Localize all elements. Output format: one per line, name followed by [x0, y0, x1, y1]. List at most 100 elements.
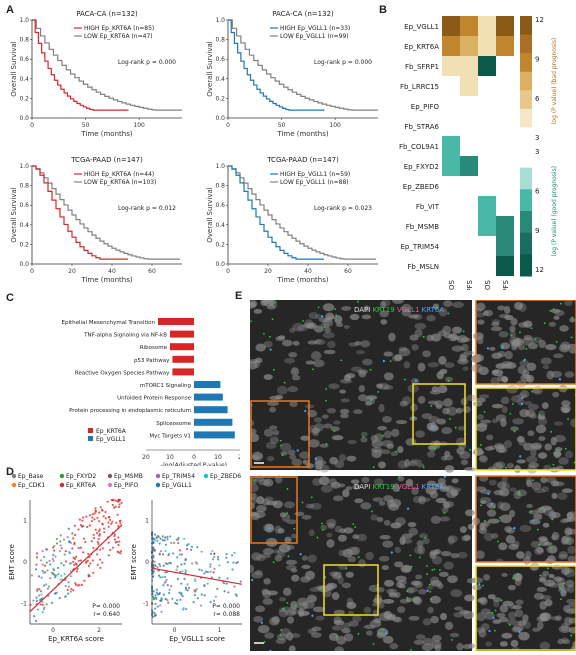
- category-label: Myc Targets V1: [149, 433, 191, 439]
- nucleus: [526, 455, 538, 464]
- nucleus: [563, 605, 571, 613]
- scatter-point: [180, 563, 183, 566]
- scatter-point: [44, 583, 48, 586]
- heatmap-cell: [496, 16, 514, 36]
- nucleus: [564, 299, 573, 307]
- nucleus: [478, 628, 487, 638]
- nucleus: [343, 324, 350, 329]
- category-label: TNF-alpha Signaling via NF-kB: [83, 333, 167, 339]
- nucleus: [526, 374, 535, 383]
- nucleus: [508, 543, 519, 550]
- krt19-signal: [272, 561, 275, 564]
- scatter-point: [119, 522, 122, 525]
- nucleus: [364, 401, 373, 406]
- krt19-signal: [499, 516, 501, 519]
- nucleus: [257, 625, 270, 634]
- scatter-point: [94, 528, 97, 531]
- scatter-point: [235, 594, 238, 597]
- nucleus: [383, 519, 391, 526]
- nucleus: [254, 570, 263, 576]
- scatter-point: [39, 603, 42, 606]
- bar-krt6a: [158, 318, 194, 325]
- nucleus: [311, 626, 322, 632]
- nucleus: [431, 634, 442, 642]
- nucleus: [560, 589, 567, 597]
- nucleus: [284, 536, 292, 544]
- nucleus: [553, 421, 564, 426]
- legend-label: Ep_MSMB: [114, 473, 143, 480]
- scatter-point: [178, 553, 181, 556]
- nucleus: [441, 426, 453, 435]
- scatter-point: [175, 568, 178, 571]
- nucleus: [472, 353, 485, 362]
- nucleus: [402, 564, 413, 573]
- nucleus: [442, 407, 450, 415]
- colorbar-segment: [520, 71, 532, 91]
- nucleus: [505, 534, 516, 544]
- krt19-signal: [371, 510, 373, 513]
- nucleus: [459, 526, 467, 533]
- colorbar-label-good: log (P value) (good prognosis): [551, 166, 558, 256]
- scatter-point: [113, 533, 116, 536]
- nucleus: [530, 540, 542, 548]
- nucleus: [339, 389, 347, 394]
- nucleus: [542, 364, 550, 370]
- nucleus: [560, 519, 569, 524]
- scatter-point: [218, 576, 221, 579]
- scatter-point: [56, 566, 60, 570]
- nucleus: [301, 514, 312, 520]
- scatter-point: [119, 552, 122, 555]
- x-axis-label: Ep_VGLL1 score: [169, 635, 225, 643]
- nucleus: [498, 331, 509, 338]
- legend-label: Ep_CDK1: [18, 482, 45, 489]
- nucleus: [529, 413, 537, 419]
- scatter-point: [68, 562, 72, 565]
- nucleus: [410, 580, 421, 586]
- nucleus: [561, 535, 569, 545]
- nucleus: [302, 459, 309, 465]
- scatter-point: [88, 514, 92, 517]
- nucleus: [383, 579, 395, 587]
- nucleus: [551, 531, 560, 541]
- x-tick-label: 0: [173, 627, 177, 634]
- nucleus: [292, 340, 300, 346]
- krt19-signal: [563, 582, 565, 585]
- scatter-point: [41, 550, 44, 553]
- nucleus: [383, 610, 392, 620]
- nucleus: [509, 509, 516, 518]
- nucleus: [418, 588, 427, 595]
- y-axis-label: Overall Survival: [10, 41, 18, 97]
- nucleus: [531, 388, 541, 394]
- krt19-signal: [325, 399, 327, 402]
- heatmap-cell: [460, 36, 478, 56]
- nucleus: [499, 604, 509, 613]
- nucleus: [289, 400, 298, 408]
- nucleus: [338, 534, 347, 542]
- nucleus: [475, 397, 486, 403]
- scatter-point: [107, 521, 110, 524]
- scatter-point: [39, 590, 43, 593]
- scatter-point: [163, 539, 166, 542]
- nucleus: [382, 415, 392, 423]
- x-tick-label: 20: [142, 454, 150, 461]
- category-label: Spliceosome: [156, 421, 191, 427]
- scatter-point: [79, 559, 83, 562]
- nucleus: [357, 394, 368, 402]
- nucleus: [444, 465, 455, 473]
- colorbar-segment: [520, 232, 532, 255]
- scatter-point: [91, 559, 95, 562]
- krt19-signal: [534, 338, 537, 341]
- scatter-point: [73, 541, 76, 544]
- nucleus: [313, 417, 322, 423]
- nucleus: [450, 553, 460, 559]
- nucleus: [291, 608, 300, 614]
- scatter-point: [225, 582, 228, 585]
- krt19-signal: [480, 504, 482, 507]
- category-label: mTORC1 Signaling: [140, 383, 191, 389]
- nucleus: [347, 439, 357, 445]
- scatter-point: [59, 540, 62, 543]
- nucleus: [282, 339, 293, 347]
- nucleus: [353, 409, 363, 415]
- nucleus: [419, 497, 431, 502]
- nucleus: [383, 430, 392, 439]
